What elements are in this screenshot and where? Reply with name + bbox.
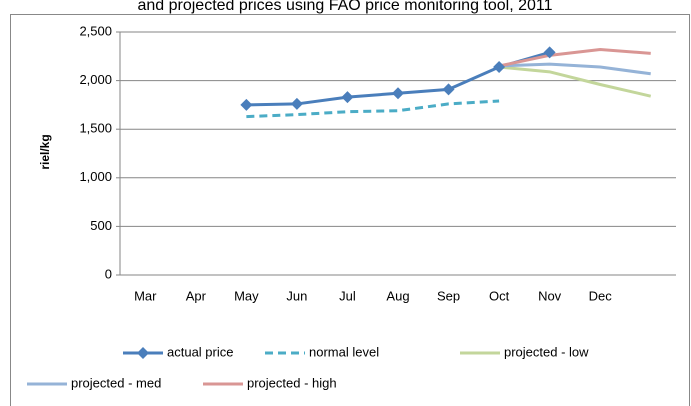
y-tick-label: 1,500 — [79, 121, 112, 136]
y-axis-label: riel/kg — [38, 134, 52, 169]
data-point — [442, 83, 455, 96]
legend-label: projected - low — [504, 344, 589, 359]
x-tick-label: Dec — [589, 288, 613, 303]
y-tick-label: 0 — [105, 266, 112, 281]
y-tick-label: 2,500 — [79, 23, 112, 38]
legend-label: actual price — [167, 344, 233, 359]
series-line — [498, 65, 652, 98]
legend-label: normal level — [309, 344, 379, 359]
x-tick-label: Aug — [386, 288, 409, 303]
x-tick-label: Apr — [186, 288, 207, 303]
x-tick-label: Jun — [286, 288, 307, 303]
y-tick-label: 2,000 — [79, 72, 112, 87]
data-point — [392, 87, 404, 100]
series-line — [246, 99, 500, 119]
legend-label: projected - med — [71, 375, 161, 390]
x-tick-label: May — [234, 288, 259, 303]
x-tick-label: Mar — [134, 288, 157, 303]
chart-title: and projected prices using FAO price mon… — [137, 0, 552, 14]
legend-marker — [137, 347, 149, 359]
series-line — [499, 62, 651, 76]
data-point — [290, 97, 303, 110]
series-line — [498, 47, 651, 68]
data-point — [240, 98, 253, 111]
legend-label: projected - high — [247, 375, 337, 390]
data-point — [543, 46, 556, 59]
x-tick-label: Oct — [489, 288, 510, 303]
x-tick-label: Sep — [437, 288, 460, 303]
data-point — [493, 60, 506, 73]
y-tick-label: 500 — [90, 218, 112, 233]
y-tick-label: 1,000 — [79, 169, 112, 184]
x-tick-label: Jul — [339, 288, 356, 303]
x-tick-label: Nov — [538, 288, 562, 303]
data-point — [341, 91, 354, 104]
